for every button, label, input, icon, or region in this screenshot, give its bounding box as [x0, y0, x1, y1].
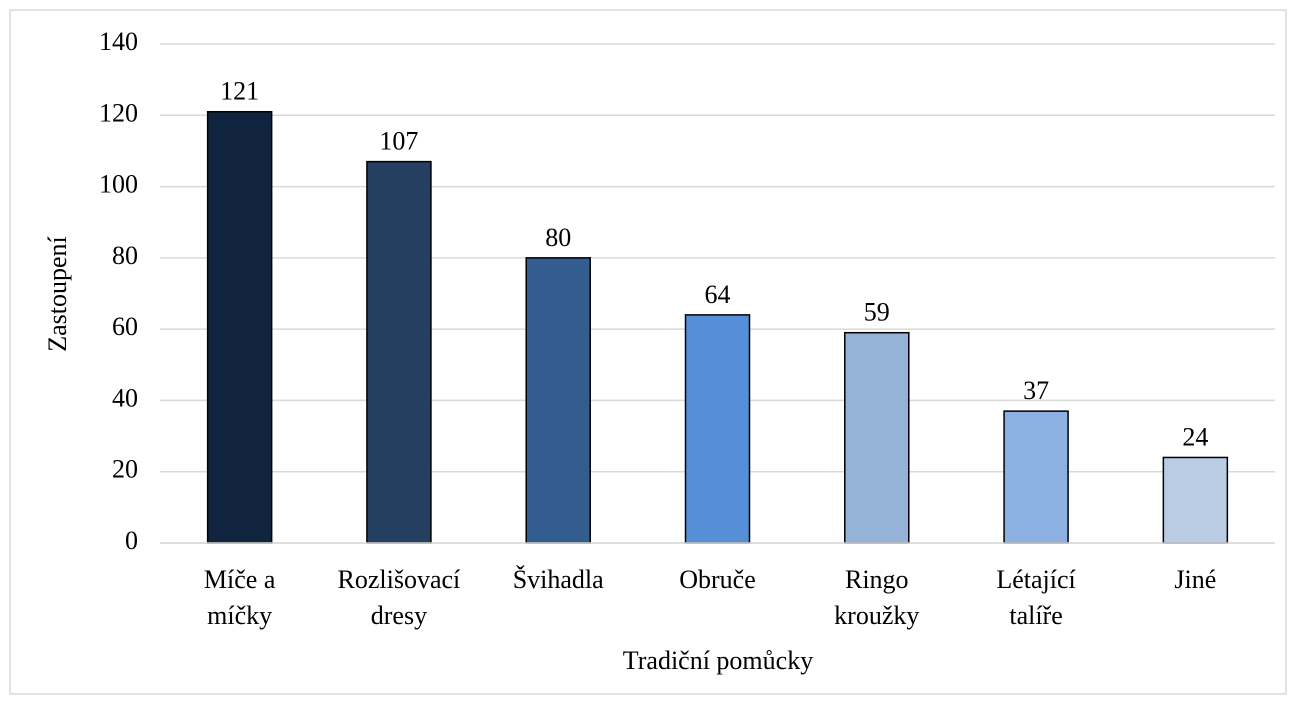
x-tick-label: Rozlišovací dresy — [337, 565, 461, 630]
data-label: 80 — [545, 223, 571, 252]
bar — [206, 110, 273, 544]
x-tick-label: Jiné — [1174, 565, 1217, 594]
x-tick-label: Létající talíře — [996, 565, 1076, 630]
data-label: 37 — [1023, 376, 1049, 405]
y-tick-label: 20 — [112, 455, 138, 484]
bar — [1003, 410, 1069, 544]
y-tick-label: 100 — [99, 170, 138, 199]
y-tick-label: 60 — [112, 312, 138, 341]
bar — [684, 314, 751, 544]
y-tick-label: 120 — [99, 98, 138, 127]
x-tick-label: Švihadla — [512, 565, 604, 594]
bar — [525, 257, 591, 544]
y-tick-label: 0 — [125, 526, 138, 555]
bar — [1162, 456, 1229, 544]
bar — [366, 160, 432, 544]
chart-frame — [9, 9, 1287, 695]
y-axis-title: Zastoupení — [43, 236, 72, 352]
data-label: 107 — [379, 127, 418, 156]
bar — [844, 331, 910, 544]
data-label: 64 — [705, 280, 731, 309]
y-tick-label: 40 — [112, 383, 138, 412]
data-label: 24 — [1182, 422, 1208, 451]
x-tick-label: Míče a míčky — [203, 565, 276, 630]
x-tick-label: Obruče — [679, 565, 756, 594]
x-tick-label: Ringo kroužky — [834, 565, 920, 630]
x-axis-title: Tradiční pomůcky — [623, 646, 813, 675]
y-tick-label: 80 — [112, 241, 138, 270]
data-label: 121 — [220, 77, 259, 106]
data-label: 59 — [864, 298, 890, 327]
y-tick-label: 140 — [99, 27, 138, 56]
